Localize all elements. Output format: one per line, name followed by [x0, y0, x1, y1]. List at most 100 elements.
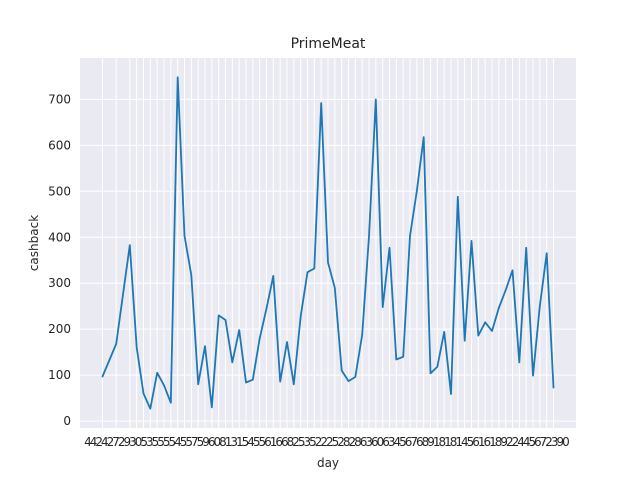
x-tick-label: 2: [506, 435, 514, 449]
x-tick-label: 5: [140, 435, 148, 449]
y-tick-label: 0: [63, 414, 71, 428]
x-tick-label: 5: [253, 435, 261, 449]
x-tick-label: 5: [152, 435, 160, 449]
x-tick-label: 3: [303, 435, 311, 449]
x-tick-label: 1: [236, 435, 244, 449]
x-tick-label: 1: [489, 435, 497, 449]
x-tick-label: 5: [332, 435, 340, 449]
x-axis-label: day: [317, 456, 339, 470]
x-tick-label: 4: [101, 435, 109, 449]
x-tick-label: 4: [461, 435, 469, 449]
x-tick-label: 5: [180, 435, 188, 449]
y-gridlines: [80, 98, 576, 422]
x-tick-label: 4: [90, 435, 98, 449]
x-tick-label: 6: [360, 435, 368, 449]
x-tick-label: 5: [197, 435, 205, 449]
x-tick-label: 4: [523, 435, 531, 449]
x-tick-label: 9: [202, 435, 210, 449]
x-tick-label: 4: [247, 435, 255, 449]
x-tick-label: 6: [371, 435, 379, 449]
x-tick-label: 5: [309, 435, 317, 449]
x-tick-label: 8: [450, 435, 458, 449]
x-tick-label: 3: [388, 435, 396, 449]
y-tick-label: 500: [48, 184, 71, 198]
x-tick-label: 8: [219, 435, 227, 449]
y-tick-label: 300: [48, 276, 71, 290]
x-tick-label: 4: [393, 435, 401, 449]
x-tick-label: 2: [326, 435, 334, 449]
x-tick-label: 5: [185, 435, 193, 449]
x-tick-label: 8: [495, 435, 503, 449]
x-tick-label: 2: [337, 435, 345, 449]
x-tick-label: 0: [135, 435, 143, 449]
x-tick-label: 7: [112, 435, 120, 449]
x-tick-label: 2: [118, 435, 126, 449]
x-tick-label: 1: [270, 435, 278, 449]
x-tick-label: 8: [438, 435, 446, 449]
x-tick-label: 8: [354, 435, 362, 449]
x-tick-label: 9: [557, 435, 565, 449]
x-tick-label: 1: [433, 435, 441, 449]
y-tick-label: 400: [48, 230, 71, 244]
x-tick-label: 6: [472, 435, 480, 449]
x-tick-label: 5: [467, 435, 475, 449]
x-tick-label: 5: [399, 435, 407, 449]
series-line: [101, 76, 555, 410]
x-tick-label: 3: [129, 435, 137, 449]
x-tick-label: 1: [444, 435, 452, 449]
x-tick-label: 5: [157, 435, 165, 449]
y-tick-labels: 0 100 200 300 400 500 600 700: [48, 92, 71, 428]
x-tick-label: 1: [455, 435, 463, 449]
x-tick-label: 6: [483, 435, 491, 449]
x-tick-label: 6: [405, 435, 413, 449]
x-tick-label: 1: [478, 435, 486, 449]
y-tick-label: 200: [48, 322, 71, 336]
x-tick-label: 9: [427, 435, 435, 449]
x-tick-label: 2: [95, 435, 103, 449]
x-tick-label: 6: [281, 435, 289, 449]
x-tick-label: 2: [107, 435, 115, 449]
x-tick-label: 3: [146, 435, 154, 449]
x-tick-label: 5: [169, 435, 177, 449]
x-tick-label: 6: [416, 435, 424, 449]
x-tick-label: 6: [208, 435, 216, 449]
x-tick-label: 3: [365, 435, 373, 449]
x-tick-label: 0: [214, 435, 222, 449]
x-tick-label: 7: [540, 435, 548, 449]
x-tick-label: 8: [287, 435, 295, 449]
x-tick-label: 5: [163, 435, 171, 449]
x-tick-label: 9: [124, 435, 132, 449]
x-gridlines: [102, 58, 554, 428]
x-tick-label: 4: [84, 435, 92, 449]
x-tick-label: 4: [517, 435, 525, 449]
x-tick-labels: 4424272930535555455759608131545561668253…: [84, 435, 570, 449]
y-tick-label: 100: [48, 368, 71, 382]
y-tick-label: 600: [48, 138, 71, 152]
x-tick-label: 7: [410, 435, 418, 449]
x-tick-label: 1: [225, 435, 233, 449]
x-tick-label: 6: [534, 435, 542, 449]
x-tick-label: 5: [298, 435, 306, 449]
x-tick-label: 3: [230, 435, 238, 449]
x-tick-label: 2: [512, 435, 520, 449]
x-tick-label: 5: [528, 435, 536, 449]
x-tick-label: 9: [500, 435, 508, 449]
y-axis-label: cashback: [27, 215, 41, 271]
x-tick-label: 3: [551, 435, 559, 449]
y-tick-label: 700: [48, 92, 71, 106]
x-tick-label: 6: [275, 435, 283, 449]
x-tick-label: 5: [242, 435, 250, 449]
series-layer: [101, 76, 555, 410]
x-tick-label: 6: [382, 435, 390, 449]
x-tick-label: 0: [377, 435, 385, 449]
x-tick-label: 0: [562, 435, 570, 449]
x-tick-label: 5: [259, 435, 267, 449]
x-tick-label: 2: [545, 435, 553, 449]
x-tick-label: 8: [343, 435, 351, 449]
x-tick-label: 8: [422, 435, 430, 449]
x-tick-label: 2: [315, 435, 323, 449]
x-tick-label: 2: [320, 435, 328, 449]
x-tick-label: 6: [264, 435, 272, 449]
x-tick-label: 2: [348, 435, 356, 449]
